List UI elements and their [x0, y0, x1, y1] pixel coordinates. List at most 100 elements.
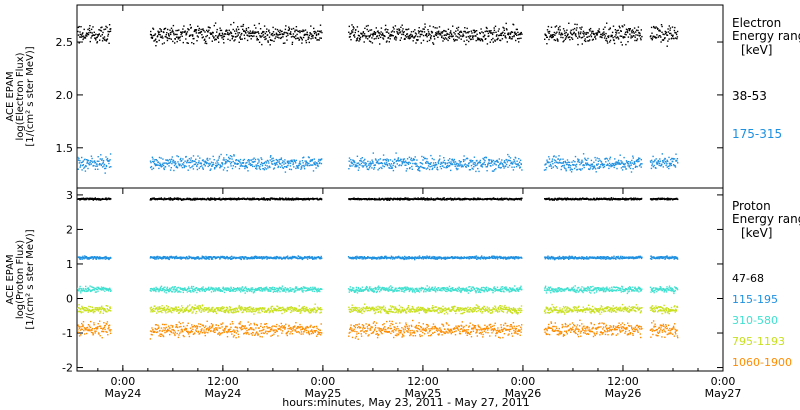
data-point — [567, 166, 570, 169]
data-point — [631, 159, 633, 162]
data-point — [159, 165, 161, 167]
data-point — [348, 25, 350, 28]
data-point — [110, 166, 112, 168]
data-point — [219, 27, 221, 29]
data-point — [633, 163, 635, 165]
data-point — [368, 40, 371, 42]
data-point — [499, 34, 502, 36]
data-point — [81, 258, 83, 260]
data-point — [495, 168, 497, 170]
data-point — [390, 255, 393, 257]
data-point — [456, 165, 458, 167]
data-point — [448, 161, 450, 164]
data-point — [444, 162, 446, 164]
data-point — [267, 41, 269, 43]
data-point — [652, 35, 654, 37]
data-point — [400, 256, 402, 259]
data-point — [250, 199, 252, 201]
data-point — [161, 163, 164, 166]
data-point — [364, 158, 366, 161]
data-point — [234, 32, 237, 35]
data-point — [308, 41, 310, 44]
data-point — [218, 34, 220, 37]
data-point — [465, 166, 467, 168]
data-point — [602, 163, 604, 166]
data-point — [356, 26, 359, 28]
data-point — [460, 257, 462, 260]
data-point — [492, 41, 494, 43]
data-point — [269, 166, 271, 169]
data-point — [474, 256, 477, 259]
data-point — [558, 33, 560, 35]
data-point — [676, 158, 679, 160]
data-point — [222, 255, 224, 258]
data-point — [252, 257, 255, 260]
data-point — [219, 257, 222, 259]
data-point — [655, 199, 657, 201]
data-point — [474, 162, 476, 164]
data-point — [208, 198, 210, 201]
data-point — [260, 157, 262, 159]
data-point — [572, 197, 574, 200]
data-point — [356, 162, 358, 164]
data-point — [614, 158, 616, 160]
data-point — [476, 33, 478, 35]
data-point — [82, 35, 85, 37]
data-point — [433, 38, 436, 40]
data-point — [669, 163, 671, 166]
legend-subtitle: Energy ranges — [732, 29, 800, 43]
data-point — [425, 33, 427, 36]
data-point — [574, 161, 576, 163]
data-point — [410, 31, 413, 33]
y-axis-label: ACE EPAM — [5, 254, 16, 304]
data-point — [495, 31, 497, 33]
data-point — [564, 160, 566, 163]
data-point — [421, 155, 423, 158]
y-tick-label: -1 — [62, 327, 73, 340]
data-point — [264, 167, 266, 169]
data-point — [221, 32, 224, 34]
data-point — [425, 161, 427, 164]
data-point — [575, 33, 577, 35]
data-point — [608, 165, 610, 167]
data-point — [85, 165, 87, 168]
data-point — [284, 42, 286, 44]
data-point — [445, 34, 448, 36]
data-point — [176, 167, 179, 169]
data-point — [626, 199, 628, 201]
data-point — [586, 163, 588, 166]
data-point — [474, 31, 477, 33]
data-point — [598, 158, 600, 160]
data-point — [548, 30, 551, 33]
data-point — [167, 159, 169, 161]
data-point — [320, 255, 322, 258]
data-point — [639, 157, 641, 160]
data-point — [359, 160, 361, 162]
data-point — [82, 38, 84, 41]
data-point — [87, 28, 89, 31]
data-point — [209, 32, 211, 34]
data-point — [362, 35, 364, 37]
data-point — [284, 257, 286, 260]
data-point — [582, 30, 585, 33]
data-point — [607, 36, 610, 39]
data-point — [404, 198, 406, 200]
data-point — [222, 38, 225, 40]
data-point — [564, 161, 567, 164]
data-point — [248, 32, 251, 34]
data-point — [443, 257, 445, 260]
data-point — [319, 159, 321, 162]
data-point — [609, 41, 611, 43]
data-point — [237, 34, 239, 36]
data-point — [513, 166, 515, 168]
data-point — [236, 30, 238, 32]
data-point — [553, 199, 555, 201]
series-47-68 — [77, 197, 679, 201]
data-point — [270, 161, 273, 163]
data-point — [562, 41, 564, 43]
data-point — [190, 159, 192, 161]
data-point — [179, 36, 181, 38]
data-point — [286, 160, 289, 162]
data-point — [443, 34, 445, 37]
data-point — [428, 257, 430, 259]
